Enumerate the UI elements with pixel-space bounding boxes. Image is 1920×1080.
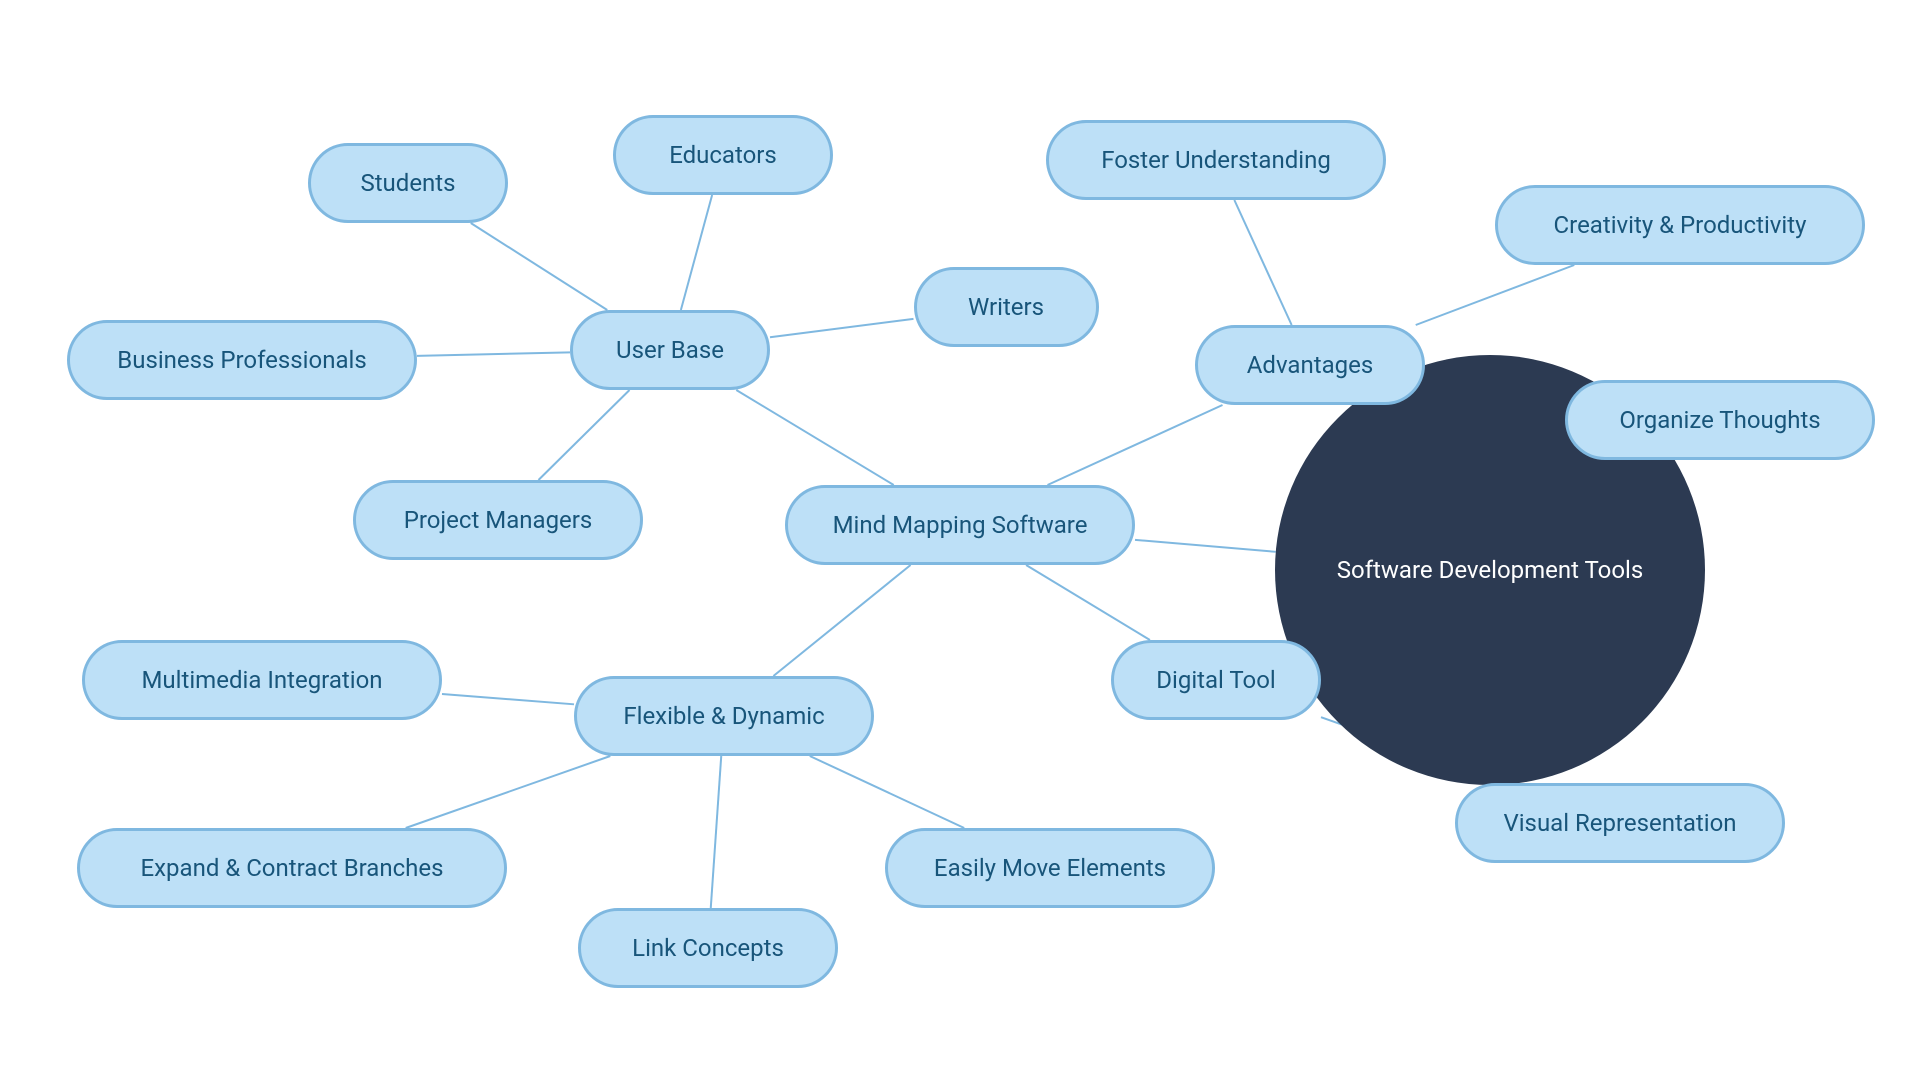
node-label: Creativity & Productivity (1554, 211, 1807, 239)
pill-node-projmgr: Project Managers (353, 480, 643, 560)
node-label: Mind Mapping Software (833, 511, 1088, 539)
edge (770, 319, 914, 337)
edge (736, 390, 893, 485)
pill-node-linkconcepts: Link Concepts (578, 908, 838, 988)
pill-node-organize: Organize Thoughts (1565, 380, 1875, 460)
pill-node-bizpros: Business Professionals (67, 320, 417, 400)
edge (711, 756, 721, 908)
node-label: User Base (616, 336, 724, 364)
edge (442, 694, 574, 704)
edge (810, 756, 964, 828)
pill-node-educators: Educators (613, 115, 833, 195)
pill-node-userbase: User Base (570, 310, 770, 390)
edge (1416, 265, 1575, 325)
edge (1048, 405, 1223, 485)
node-label: Multimedia Integration (141, 666, 382, 694)
node-label: Educators (669, 141, 777, 169)
pill-node-multimedia: Multimedia Integration (82, 640, 442, 720)
pill-node-foster: Foster Understanding (1046, 120, 1386, 200)
node-label: Software Development Tools (1337, 556, 1643, 584)
pill-node-digitaltool: Digital Tool (1111, 640, 1321, 720)
node-label: Visual Representation (1503, 809, 1736, 837)
pill-node-writers: Writers (914, 267, 1099, 347)
pill-node-visualrep: Visual Representation (1455, 783, 1785, 863)
edge (773, 565, 910, 676)
edge (681, 195, 712, 310)
pill-node-creativity: Creativity & Productivity (1495, 185, 1865, 265)
pill-node-advantages: Advantages (1195, 325, 1425, 405)
node-label: Easily Move Elements (934, 854, 1166, 882)
edge (1135, 540, 1276, 552)
pill-node-expand: Expand & Contract Branches (77, 828, 507, 908)
pill-node-mms: Mind Mapping Software (785, 485, 1135, 565)
mindmap-canvas: Software Development Tools Mind Mapping S… (0, 0, 1920, 1080)
node-label: Digital Tool (1156, 666, 1276, 694)
node-label: Students (360, 169, 455, 197)
node-label: Flexible & Dynamic (623, 702, 824, 730)
edge (471, 223, 607, 310)
node-label: Foster Understanding (1101, 146, 1331, 174)
node-label: Project Managers (404, 506, 593, 534)
edge (1234, 200, 1291, 325)
pill-node-students: Students (308, 143, 508, 223)
node-label: Advantages (1247, 351, 1373, 379)
pill-node-easymove: Easily Move Elements (885, 828, 1215, 908)
node-label: Writers (968, 293, 1044, 321)
edge (1026, 565, 1150, 640)
node-label: Organize Thoughts (1619, 406, 1820, 434)
edge (406, 756, 611, 828)
edge (417, 352, 570, 356)
pill-node-flexible: Flexible & Dynamic (574, 676, 874, 756)
node-label: Business Professionals (117, 346, 366, 374)
node-label: Expand & Contract Branches (140, 854, 443, 882)
edge (538, 390, 629, 480)
node-label: Link Concepts (632, 934, 784, 962)
